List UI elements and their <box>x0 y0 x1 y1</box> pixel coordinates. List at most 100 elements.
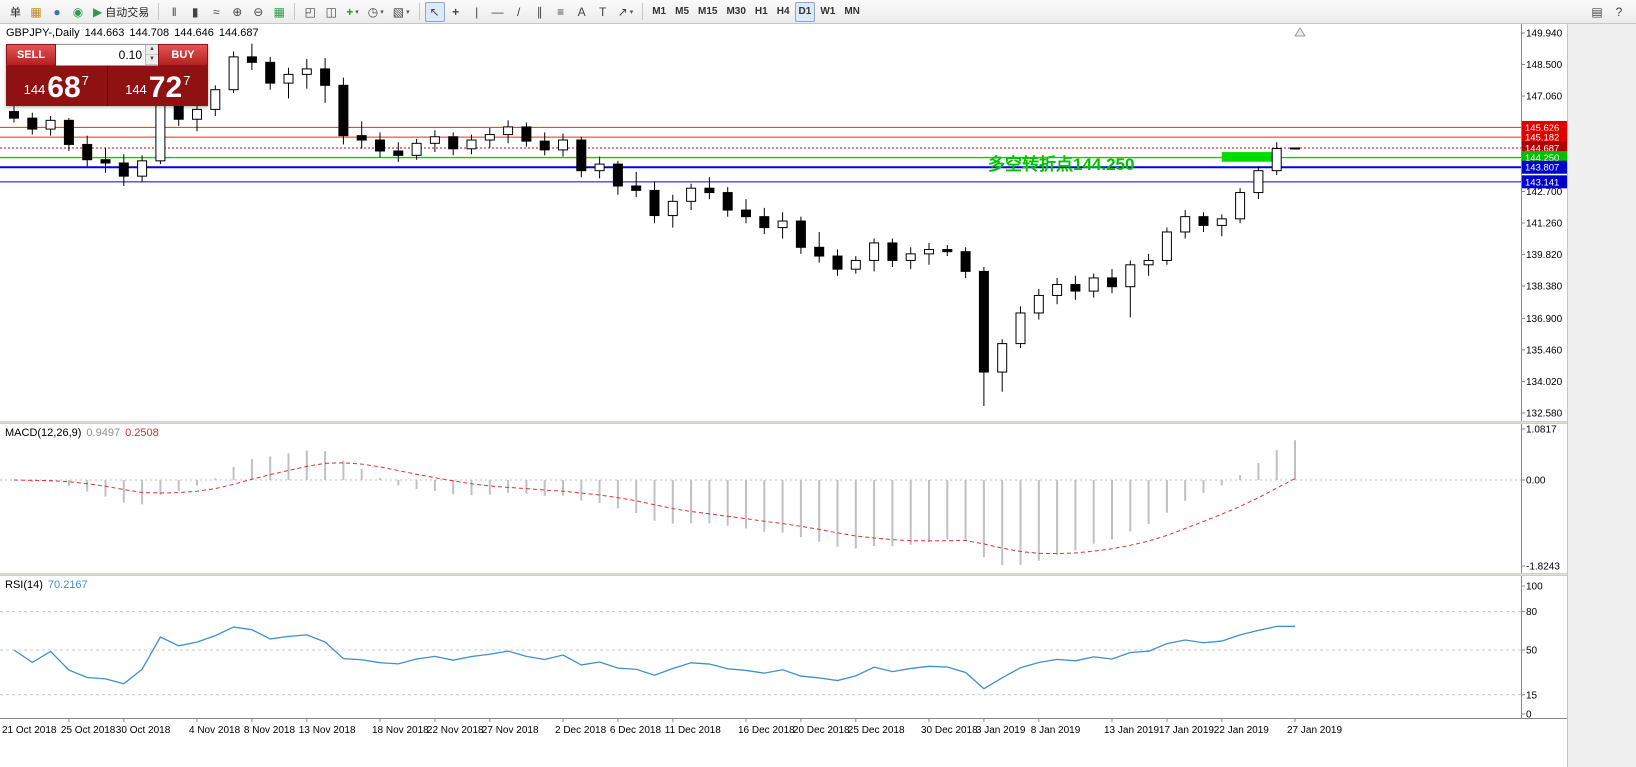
tf-h1-button[interactable]: H1 <box>751 2 772 22</box>
horizontal-line-button[interactable]: — <box>488 2 508 22</box>
rsi-axis: 100 80 50 15 0 <box>1521 576 1543 718</box>
tf-h4-label: H4 <box>776 6 790 17</box>
price-display: 144 68 7 144 72 7 <box>6 66 208 106</box>
tf-m5-label: M5 <box>675 6 690 17</box>
fibonacci-icon: ≡ <box>557 4 565 19</box>
tf-h4-button[interactable]: H4 <box>773 2 794 22</box>
svg-text:149.940: 149.940 <box>1526 29 1563 40</box>
new-chart-icon: ▦ <box>30 4 42 19</box>
svg-text:-1.8243: -1.8243 <box>1526 562 1560 573</box>
svg-text:0.00: 0.00 <box>1526 475 1546 486</box>
indicators-icon: + <box>346 4 354 19</box>
tf-m30-button[interactable]: M30 <box>722 2 749 22</box>
cascade-windows-button[interactable]: ◰ <box>300 2 320 22</box>
tf-m1-button[interactable]: M1 <box>648 2 670 22</box>
svg-text:144.687: 144.687 <box>1525 143 1559 154</box>
svg-text:25 Oct 2018: 25 Oct 2018 <box>61 725 116 736</box>
arrows-dropdown-icon[interactable]: ▾ <box>629 8 634 16</box>
buy-price[interactable]: 144 72 7 <box>108 66 209 106</box>
macd-signal-value: 0.2508 <box>125 427 159 439</box>
svg-text:30 Oct 2018: 30 Oct 2018 <box>116 725 171 736</box>
volume-up-button[interactable]: ▲ <box>146 45 158 55</box>
svg-text:30 Dec 2018: 30 Dec 2018 <box>921 725 978 736</box>
tf-mn-button[interactable]: MN <box>840 2 864 22</box>
rsi-chart[interactable]: 100 80 50 15 0 <box>0 576 1567 718</box>
tf-w1-button[interactable]: W1 <box>816 2 839 22</box>
line-chart-icon: ≈ <box>212 4 220 19</box>
vertical-line-icon: | <box>475 4 479 19</box>
equidistant-channel-icon: ∥ <box>536 4 543 19</box>
svg-text:134.020: 134.020 <box>1526 377 1563 388</box>
text-label-button[interactable]: T <box>593 2 613 22</box>
new-order-button[interactable]: 单 <box>3 2 25 22</box>
vertical-line-button[interactable]: | <box>467 2 487 22</box>
templates-dropdown-icon[interactable]: ▾ <box>406 8 410 16</box>
print-button[interactable]: ▤ <box>1587 2 1607 22</box>
right-gutter <box>1567 24 1636 767</box>
volume-down-button[interactable]: ▼ <box>146 55 158 65</box>
profiles-button[interactable]: ● <box>47 2 67 22</box>
periods-dropdown-icon[interactable]: ▾ <box>380 8 384 16</box>
indicators-button[interactable]: + ▾ <box>342 2 363 22</box>
rsi-label: RSI(14) 70.2167 <box>5 579 88 591</box>
tf-m5-button[interactable]: M5 <box>671 2 693 22</box>
time-axis-labels: 21 Oct 2018 25 Oct 2018 30 Oct 2018 4 Nov 2… <box>0 718 1567 736</box>
toolbar-separator <box>158 3 160 20</box>
zoom-in-button[interactable]: ⊕ <box>227 2 247 22</box>
svg-text:139.820: 139.820 <box>1526 250 1563 261</box>
sell-button[interactable]: SELL <box>6 44 56 66</box>
bottom-filler <box>0 740 1567 767</box>
svg-text:21 Oct 2018: 21 Oct 2018 <box>2 725 57 736</box>
chart-shift-marker <box>1294 27 1306 37</box>
bar-chart-button[interactable]: ‖ <box>164 2 184 22</box>
data-window-button[interactable]: ◉ <box>68 2 88 22</box>
buy-price-pip: 7 <box>183 73 191 88</box>
periods-button[interactable]: ◷ ▾ <box>364 2 388 22</box>
autotrading-button[interactable]: ▶ 自动交易 <box>89 2 153 22</box>
tf-m15-button[interactable]: M15 <box>694 2 721 22</box>
macd-axis: 1.0817 0.00 -1.8243 <box>1521 424 1560 573</box>
sell-price-pip: 7 <box>81 73 89 88</box>
svg-text:145.626: 145.626 <box>1525 123 1559 134</box>
candlestick-chart-button[interactable]: ▮ <box>185 2 205 22</box>
tile-windows-button[interactable]: ▦ <box>269 2 289 22</box>
indicators-dropdown-icon[interactable]: ▾ <box>355 8 359 16</box>
volume-input[interactable] <box>56 45 145 65</box>
tf-d1-button[interactable]: D1 <box>794 1 816 22</box>
crosshair-button[interactable]: + <box>446 2 466 22</box>
macd-chart[interactable]: 1.0817 0.00 -1.8243 <box>0 424 1567 573</box>
arrange-windows-button[interactable]: ◫ <box>321 2 341 22</box>
print-icon: ▤ <box>1591 4 1603 19</box>
equidistant-channel-button[interactable]: ∥ <box>530 2 550 22</box>
price-panel: 149.940148.500147.060145.620144.180142.7… <box>0 24 1567 421</box>
tf-h1-label: H1 <box>754 6 768 17</box>
help-button[interactable]: ? <box>1609 2 1629 22</box>
svg-text:136.900: 136.900 <box>1526 314 1563 325</box>
svg-text:8 Jan 2019: 8 Jan 2019 <box>1031 725 1081 736</box>
trendline-button[interactable]: / <box>509 2 529 22</box>
zoom-out-button[interactable]: ⊖ <box>248 2 268 22</box>
rsi-value: 70.2167 <box>47 579 88 591</box>
time-axis[interactable]: 21 Oct 2018 25 Oct 2018 30 Oct 2018 4 Nov 2… <box>0 718 1567 740</box>
templates-button[interactable]: ▧ ▾ <box>389 2 414 22</box>
svg-text:13 Jan 2019: 13 Jan 2019 <box>1104 725 1159 736</box>
panel-splitter[interactable] <box>0 421 1567 424</box>
line-chart-button[interactable]: ≈ <box>206 2 226 22</box>
price-chart[interactable]: 149.940148.500147.060145.620144.180142.7… <box>0 24 1567 421</box>
fibonacci-button[interactable]: ≡ <box>551 2 571 22</box>
svg-text:13 Nov 2018: 13 Nov 2018 <box>299 725 356 736</box>
new-chart-button[interactable]: ▦ <box>26 2 46 22</box>
sell-price[interactable]: 144 68 7 <box>6 66 107 106</box>
text-button[interactable]: A <box>572 2 592 22</box>
tf-mn-label: MN <box>844 6 860 17</box>
cursor-button[interactable]: ↖ <box>424 1 445 22</box>
templates-icon: ▧ <box>392 4 405 19</box>
svg-text:144.250: 144.250 <box>1525 153 1559 164</box>
panel-splitter-2[interactable] <box>0 573 1567 576</box>
autotrading-icon: ▶ <box>93 4 103 19</box>
arrows-button[interactable]: ↗ ▾ <box>614 2 638 22</box>
tf-d1-label: D1 <box>798 6 812 17</box>
buy-button[interactable]: BUY <box>158 44 208 66</box>
